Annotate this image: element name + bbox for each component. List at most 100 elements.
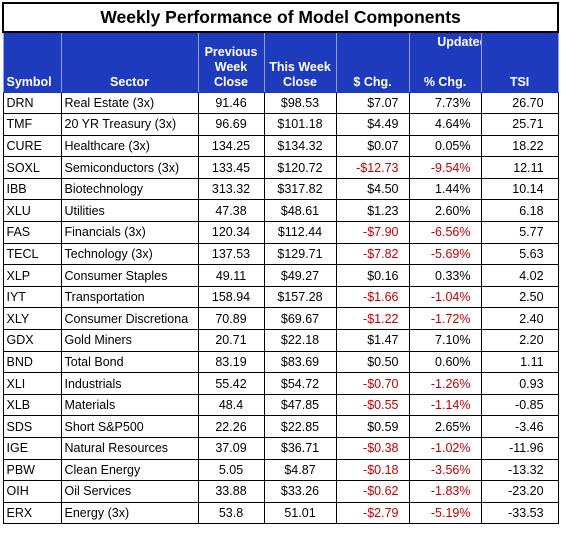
sector-cell: Real Estate (3x): [60, 91, 199, 115]
table-row: XLY Consumer Discretiona 70.89 $69.67 -$1.22…: [2, 307, 559, 331]
previous-close-cell: 83.19: [197, 350, 265, 374]
table-row: TMF 20 YR Treasury (3x) 96.69 $101.18 $4.49 4…: [2, 113, 559, 136]
percent-change-cell: 1.44%: [408, 177, 482, 201]
previous-close-cell: 96.69: [197, 113, 265, 136]
this-week-close-cell: $129.71: [263, 242, 337, 266]
tsi-cell: 5.63: [480, 242, 559, 266]
tsi-cell: 5.77: [480, 221, 559, 244]
table-row: ERX Energy (3x) 53.8 51.01 -$2.79 -5.19% -33.5…: [2, 501, 559, 525]
this-week-close-cell: $101.18: [263, 113, 337, 136]
this-week-close-cell: $317.82: [263, 177, 337, 201]
previous-close-cell: 133.45: [197, 156, 265, 179]
table-row: OIH Oil Services 33.88 $33.26 -$0.62 -1.83% -2…: [2, 480, 559, 503]
header-prev-line2: Week: [214, 59, 248, 74]
table-row: DRN Real Estate (3x) 91.46 $98.53 $7.07 7.73%…: [2, 91, 559, 115]
tsi-cell: -13.32: [480, 458, 559, 482]
previous-close-cell: 91.46: [197, 91, 265, 115]
symbol-cell: XLB: [2, 393, 62, 417]
this-week-close-cell: $4.87: [263, 458, 337, 482]
dollar-change-cell: $0.16: [335, 264, 410, 287]
symbol-cell: TECL: [2, 242, 62, 266]
symbol-cell: IGE: [2, 437, 62, 460]
table-row: SDS Short S&P500 22.26 $22.85 $0.59 2.65% -3.4…: [2, 415, 559, 438]
header-percent-change: Updated: 1/16/2015 % Chg.: [408, 31, 482, 93]
this-week-close-cell: $49.27: [263, 264, 337, 287]
symbol-cell: XLP: [2, 264, 62, 287]
header-sector: Sector: [60, 31, 199, 93]
this-week-close-cell: $36.71: [263, 437, 337, 460]
tsi-cell: 26.70: [480, 91, 559, 115]
table-row: XLP Consumer Staples 49.11 $49.27 $0.16 0.33%…: [2, 264, 559, 287]
header-prev-line3: Close: [213, 74, 249, 89]
this-week-close-cell: $22.18: [263, 329, 337, 352]
previous-close-cell: 137.53: [197, 242, 265, 266]
previous-close-cell: 33.88: [197, 480, 265, 503]
updated-label: Updated: 1/16/2015: [437, 35, 480, 49]
table-row: IBB Biotechnology 313.32 $317.82 $4.50 1.44% 1…: [2, 177, 559, 201]
sector-cell: Consumer Discretiona: [60, 307, 199, 331]
symbol-cell: SOXL: [2, 156, 62, 179]
dollar-change-cell: $1.23: [335, 199, 410, 223]
this-week-close-cell: 51.01: [263, 501, 337, 525]
percent-change-cell: 2.65%: [408, 415, 482, 438]
tsi-cell: -0.85: [480, 393, 559, 417]
this-week-close-cell: $54.72: [263, 372, 337, 395]
previous-close-cell: 22.26: [197, 415, 265, 438]
dollar-change-cell: -$0.55: [335, 393, 410, 417]
previous-close-cell: 70.89: [197, 307, 265, 331]
percent-change-cell: -5.69%: [408, 242, 482, 266]
sector-cell: Technology (3x): [60, 242, 199, 266]
header-this-line1: This Week: [269, 59, 331, 74]
sector-cell: Short S&P500: [60, 415, 199, 438]
header-this-week-close: This Week Close: [263, 31, 337, 93]
table-row: FAS Financials (3x) 120.34 $112.44 -$7.90 -6.…: [2, 221, 559, 244]
table-row: TECL Technology (3x) 137.53 $129.71 -$7.82 -5…: [2, 242, 559, 266]
previous-close-cell: 55.42: [197, 372, 265, 395]
sector-cell: Financials (3x): [60, 221, 199, 244]
percent-change-cell: -1.83%: [408, 480, 482, 503]
symbol-cell: DRN: [2, 91, 62, 115]
tsi-cell: 25.71: [480, 113, 559, 136]
dollar-change-cell: -$1.22: [335, 307, 410, 331]
previous-close-cell: 134.25: [197, 134, 265, 158]
previous-close-cell: 47.38: [197, 199, 265, 223]
dollar-change-cell: $4.50: [335, 177, 410, 201]
symbol-cell: GDX: [2, 329, 62, 352]
table-row: CURE Healthcare (3x) 134.25 $134.32 $0.07 0.0…: [2, 134, 559, 158]
sector-cell: Consumer Staples: [60, 264, 199, 287]
table-row: XLU Utilities 47.38 $48.61 $1.23 2.60% 6.18: [2, 199, 559, 223]
sector-cell: Semiconductors (3x): [60, 156, 199, 179]
dollar-change-cell: $0.50: [335, 350, 410, 374]
percent-change-cell: -1.02%: [408, 437, 482, 460]
table-row: SOXL Semiconductors (3x) 133.45 $120.72 -$12…: [2, 156, 559, 179]
table-row: IYT Transportation 158.94 $157.28 -$1.66 -1.0…: [2, 285, 559, 309]
dollar-change-cell: $0.59: [335, 415, 410, 438]
this-week-close-cell: $98.53: [263, 91, 337, 115]
symbol-cell: TMF: [2, 113, 62, 136]
header-this-line2: Close: [282, 74, 318, 89]
sector-cell: Transportation: [60, 285, 199, 309]
percent-change-cell: -6.56%: [408, 221, 482, 244]
table-title: Weekly Performance of Model Components: [1, 2, 560, 33]
dollar-change-cell: -$2.79: [335, 501, 410, 525]
table-row: XLI Industrials 55.42 $54.72 -$0.70 -1.26% 0.9…: [2, 372, 559, 395]
percent-change-cell: -1.04%: [408, 285, 482, 309]
this-week-close-cell: $22.85: [263, 415, 337, 438]
symbol-cell: ERX: [2, 501, 62, 525]
header-tsi: TSI: [480, 31, 559, 93]
header-previous-week-close: Previous Week Close: [197, 31, 265, 93]
sector-cell: Clean Energy: [60, 458, 199, 482]
tsi-cell: 18.22: [480, 134, 559, 158]
tsi-cell: -23.20: [480, 480, 559, 503]
symbol-cell: SDS: [2, 415, 62, 438]
previous-close-cell: 37.09: [197, 437, 265, 460]
tsi-cell: 0.93: [480, 372, 559, 395]
tsi-cell: 2.40: [480, 307, 559, 331]
previous-close-cell: 49.11: [197, 264, 265, 287]
dollar-change-cell: $7.07: [335, 91, 410, 115]
table-row: PBW Clean Energy 5.05 $4.87 -$0.18 -3.56% -13.…: [2, 458, 559, 482]
tsi-cell: -33.53: [480, 501, 559, 525]
tsi-cell: 10.14: [480, 177, 559, 201]
sector-cell: Natural Resources: [60, 437, 199, 460]
this-week-close-cell: $33.26: [263, 480, 337, 503]
